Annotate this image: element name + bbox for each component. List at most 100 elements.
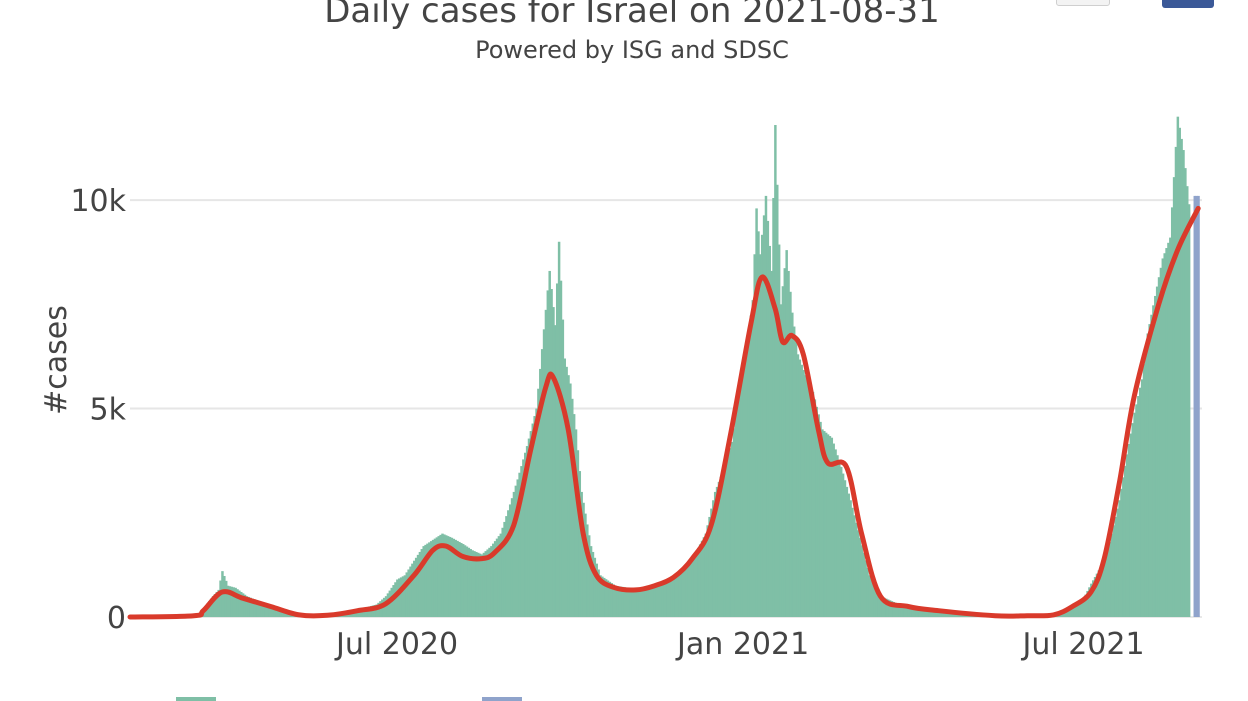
bar bbox=[1091, 580, 1095, 617]
bar bbox=[646, 587, 649, 617]
bar bbox=[950, 613, 954, 617]
bar bbox=[898, 604, 901, 617]
bar bbox=[734, 414, 738, 617]
bar bbox=[1150, 314, 1153, 617]
projected-bar-series bbox=[1193, 195, 1200, 618]
bar bbox=[702, 537, 706, 617]
bar bbox=[364, 607, 367, 617]
bar bbox=[492, 543, 495, 617]
bar bbox=[1133, 412, 1136, 617]
bar bbox=[715, 486, 719, 617]
bar bbox=[510, 498, 514, 617]
bar bbox=[875, 589, 879, 617]
bar bbox=[774, 125, 777, 618]
bar bbox=[546, 290, 550, 617]
bar bbox=[802, 369, 805, 617]
bar bbox=[255, 600, 258, 617]
bar bbox=[251, 598, 254, 617]
bar bbox=[1163, 253, 1166, 617]
bar bbox=[663, 583, 666, 617]
bar bbox=[384, 596, 388, 617]
bar bbox=[228, 586, 232, 617]
bar bbox=[539, 368, 542, 617]
bar bbox=[706, 525, 709, 617]
bar bbox=[277, 609, 281, 617]
bar bbox=[830, 437, 834, 617]
bar bbox=[661, 584, 664, 617]
bar bbox=[913, 607, 916, 617]
bar bbox=[283, 611, 286, 617]
bar bbox=[578, 471, 582, 617]
bar bbox=[732, 428, 736, 617]
bar bbox=[781, 286, 785, 617]
bar bbox=[691, 558, 694, 617]
bar bbox=[580, 491, 583, 617]
smoothed-line-series bbox=[127, 205, 1201, 620]
toolbar-button-light[interactable] bbox=[1056, 0, 1110, 6]
bar bbox=[1097, 570, 1101, 617]
bar bbox=[420, 549, 424, 617]
bar bbox=[484, 551, 487, 617]
bar bbox=[828, 436, 832, 617]
bar bbox=[362, 607, 365, 617]
bar bbox=[482, 552, 486, 617]
bar bbox=[245, 596, 249, 617]
bar bbox=[1131, 423, 1134, 617]
bar bbox=[1129, 433, 1133, 617]
bar bbox=[723, 466, 726, 617]
bar bbox=[721, 471, 724, 617]
bar bbox=[206, 603, 209, 617]
bar bbox=[704, 533, 708, 617]
bar bbox=[841, 473, 845, 617]
bar bbox=[405, 572, 409, 617]
bar bbox=[1180, 138, 1183, 617]
bar bbox=[853, 515, 856, 617]
bar bbox=[241, 593, 245, 617]
bar bbox=[264, 603, 267, 617]
bar bbox=[1065, 609, 1069, 617]
bar bbox=[856, 530, 860, 617]
bar bbox=[1146, 333, 1149, 617]
bar bbox=[717, 481, 721, 617]
bar bbox=[606, 580, 610, 617]
bar bbox=[612, 584, 615, 617]
bar bbox=[1086, 590, 1089, 617]
bar bbox=[958, 613, 961, 617]
bar bbox=[736, 401, 740, 617]
bar bbox=[834, 449, 837, 617]
bar bbox=[602, 577, 606, 617]
bar bbox=[375, 604, 378, 617]
bar bbox=[208, 601, 211, 617]
bar bbox=[708, 516, 711, 617]
bar bbox=[356, 609, 360, 617]
bar bbox=[860, 545, 864, 617]
bar bbox=[253, 599, 256, 617]
bar bbox=[469, 549, 472, 617]
bar bbox=[928, 610, 931, 617]
bar bbox=[390, 587, 393, 617]
bar bbox=[742, 366, 745, 617]
bar bbox=[454, 539, 457, 617]
bar bbox=[1169, 237, 1172, 617]
bar bbox=[847, 493, 850, 617]
bar bbox=[224, 580, 228, 617]
bar bbox=[567, 375, 570, 617]
bar bbox=[446, 536, 450, 617]
bar bbox=[595, 563, 598, 617]
toolbar-button-dark[interactable] bbox=[1162, 0, 1214, 8]
bar bbox=[629, 587, 632, 617]
bar bbox=[633, 587, 636, 617]
bar bbox=[807, 383, 811, 617]
bar bbox=[794, 340, 798, 617]
bar bbox=[456, 540, 459, 617]
bar bbox=[542, 329, 546, 617]
bar bbox=[749, 315, 753, 617]
bar bbox=[576, 450, 580, 617]
bar bbox=[858, 537, 862, 617]
bar bbox=[1112, 525, 1116, 617]
bar bbox=[403, 575, 407, 617]
bar bbox=[1187, 204, 1191, 617]
legend-swatch bbox=[176, 697, 216, 701]
bar bbox=[922, 609, 926, 617]
bar bbox=[924, 609, 928, 617]
